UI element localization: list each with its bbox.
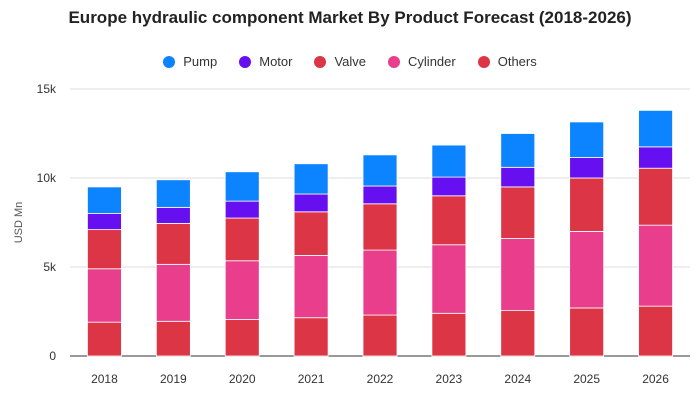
legend-item-others[interactable]: Others: [477, 54, 537, 69]
bar-valve-2026: [638, 167, 673, 226]
bar-pump-2026: [638, 109, 673, 148]
bar-others-2023: [431, 312, 467, 357]
legend-label-pump: Pump: [183, 54, 218, 69]
y-tick-label-10k: 10k: [37, 171, 57, 185]
bar-pump-2024: [500, 133, 536, 168]
x-tick-label-2021: 2021: [298, 372, 325, 386]
x-tick-label-2020: 2020: [229, 372, 256, 386]
legend-swatch-valve: [314, 55, 327, 68]
bar-others-2022: [362, 314, 398, 357]
bar-pump-2021: [293, 163, 329, 195]
bar-valve-2019: [155, 222, 191, 265]
y-axis-label: USD Mn: [13, 202, 25, 244]
bar-cylinder-2022: [362, 249, 398, 316]
bar-valve-2020: [224, 217, 260, 262]
bar-motor-2025: [569, 157, 605, 179]
chart-legend: Pump Motor Valve Cylinder Others: [0, 54, 700, 69]
bar-pump-2018: [87, 186, 122, 214]
bar-valve-2018: [87, 229, 122, 270]
bar-others-2019: [155, 320, 191, 357]
legend-swatch-others: [477, 55, 490, 68]
x-tick-label-2018: 2018: [91, 372, 118, 386]
bar-cylinder-2018: [87, 268, 122, 323]
bar-valve-2025: [569, 177, 605, 232]
bar-cylinder-2019: [155, 263, 191, 322]
bar-others-2025: [569, 307, 605, 357]
bar-others-2018: [87, 321, 122, 357]
bar-cylinder-2020: [224, 260, 260, 320]
legend-item-motor[interactable]: Motor: [239, 54, 292, 69]
legend-swatch-pump: [163, 55, 176, 68]
legend-swatch-motor: [239, 55, 252, 68]
bar-pump-2022: [362, 154, 398, 187]
bar-motor-2024: [500, 166, 536, 188]
bar-motor-2021: [293, 193, 329, 213]
legend-label-others: Others: [497, 54, 537, 69]
bar-motor-2023: [431, 176, 467, 197]
bar-pump-2019: [155, 179, 191, 208]
legend-item-pump[interactable]: Pump: [163, 54, 217, 69]
y-tick-label-5k: 5k: [43, 260, 57, 274]
bar-others-2021: [293, 317, 329, 357]
legend-item-cylinder[interactable]: Cylinder: [388, 54, 456, 69]
legend-label-valve: Valve: [334, 54, 367, 69]
legend-swatch-cylinder: [388, 55, 401, 68]
bar-pump-2020: [224, 171, 260, 202]
chart-title: Europe hydraulic component Market By Pro…: [68, 8, 632, 27]
x-tick-label-2025: 2025: [573, 372, 600, 386]
x-tick-label-2022: 2022: [367, 372, 394, 386]
x-tick-label-2019: 2019: [160, 372, 187, 386]
legend-item-valve[interactable]: Valve: [314, 54, 366, 69]
bar-motor-2020: [224, 200, 260, 219]
x-tick-label-2024: 2024: [504, 372, 531, 386]
bar-cylinder-2021: [293, 255, 329, 319]
bar-valve-2022: [362, 203, 398, 251]
bar-cylinder-2023: [431, 244, 467, 314]
y-tick-label-0: 0: [49, 349, 56, 363]
bar-others-2020: [224, 319, 260, 357]
y-tick-label-15k: 15k: [37, 82, 57, 96]
legend-label-motor: Motor: [259, 54, 293, 69]
bar-cylinder-2025: [569, 230, 605, 309]
bar-cylinder-2024: [500, 238, 536, 312]
bar-valve-2023: [431, 195, 467, 246]
x-tick-label-2026: 2026: [642, 372, 669, 386]
bar-valve-2021: [293, 211, 329, 256]
bar-motor-2022: [362, 185, 398, 205]
bar-others-2024: [500, 310, 536, 357]
bar-motor-2019: [155, 206, 191, 224]
bar-pump-2023: [431, 144, 467, 178]
bar-cylinder-2026: [638, 224, 673, 307]
legend-label-cylinder: Cylinder: [408, 54, 456, 69]
bar-motor-2018: [87, 213, 122, 231]
bar-pump-2025: [569, 121, 605, 158]
bar-others-2026: [638, 305, 673, 357]
x-tick-label-2023: 2023: [436, 372, 463, 386]
bar-valve-2024: [500, 186, 536, 239]
bar-motor-2026: [638, 146, 673, 169]
